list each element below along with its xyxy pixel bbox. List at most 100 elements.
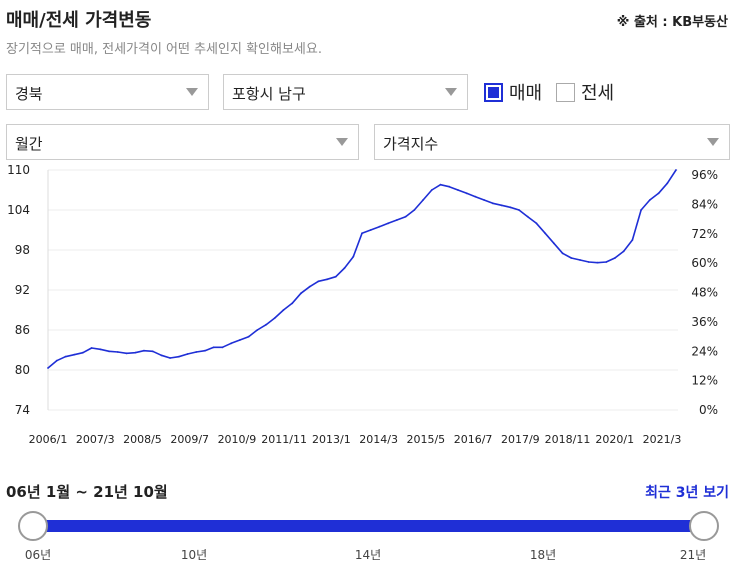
data-point xyxy=(544,232,547,235)
data-point xyxy=(413,209,416,211)
checkbox-box[interactable] xyxy=(484,82,503,102)
data-point xyxy=(256,329,259,331)
x-tick-label: 2011/11 xyxy=(261,433,307,446)
x-tick-label: 2013/1 xyxy=(312,433,351,446)
y-tick-label: 104 xyxy=(7,203,30,217)
data-point xyxy=(64,355,67,358)
jeonse-checkbox-label: 전세 xyxy=(581,83,615,104)
checkbox-box[interactable] xyxy=(556,82,575,102)
data-point xyxy=(552,242,555,245)
region-select[interactable]: 경북 xyxy=(6,74,209,110)
recent-3-years-link[interactable]: 최근 3년 보기 xyxy=(645,485,729,501)
chevron-down-icon xyxy=(707,138,719,146)
sale-checkbox-label: 매매 xyxy=(509,83,543,104)
x-tick-label: 2015/5 xyxy=(406,433,445,446)
data-point xyxy=(422,199,424,201)
data-point xyxy=(273,317,276,319)
data-point xyxy=(518,209,520,211)
x-tick-label: 2016/7 xyxy=(454,433,493,446)
data-point xyxy=(491,202,494,205)
data-point xyxy=(177,355,180,358)
source-note: ※ 출처 : KB부동산 xyxy=(616,15,728,30)
slider-tick-label: 14년 xyxy=(354,548,382,562)
data-point xyxy=(116,351,119,353)
y2-tick-label: 0% xyxy=(699,403,718,417)
x-tick-label: 2009/7 xyxy=(170,433,209,446)
data-point xyxy=(160,354,163,357)
y-tick-label: 74 xyxy=(15,403,30,417)
y2-tick-label: 72% xyxy=(691,227,718,241)
data-point xyxy=(334,275,337,278)
x-tick-label: 2010/9 xyxy=(218,433,257,446)
data-point xyxy=(169,357,172,359)
data-point xyxy=(317,280,320,283)
data-point xyxy=(675,169,677,171)
data-point xyxy=(526,215,529,218)
data-point xyxy=(81,351,84,354)
data-point xyxy=(326,278,329,281)
data-point xyxy=(73,353,76,356)
data-point xyxy=(99,348,102,351)
data-point xyxy=(308,285,311,288)
range-slider-end-handle[interactable] xyxy=(689,511,719,541)
y2-tick-label: 24% xyxy=(691,344,718,358)
x-tick-label: 2006/1 xyxy=(29,433,68,446)
data-point xyxy=(204,349,206,352)
data-point xyxy=(47,367,49,369)
data-point xyxy=(387,222,390,225)
data-point xyxy=(134,351,137,354)
data-point xyxy=(125,352,128,355)
data-point xyxy=(596,261,599,264)
x-tick-label: 2014/3 xyxy=(359,433,398,446)
data-point xyxy=(509,206,512,209)
y-tick-label: 86 xyxy=(15,323,30,337)
data-point xyxy=(439,183,442,186)
region-select-value: 경북 xyxy=(15,85,43,103)
chevron-down-icon xyxy=(186,88,198,96)
jeonse-checkbox[interactable]: 전세 xyxy=(556,81,615,104)
slider-tick-label: 18년 xyxy=(529,548,557,562)
data-point xyxy=(648,199,651,201)
data-point xyxy=(282,309,285,311)
data-point xyxy=(500,204,503,207)
data-point xyxy=(265,323,267,326)
x-tick-label: 2018/11 xyxy=(545,433,591,446)
data-point xyxy=(151,350,154,353)
data-point xyxy=(361,232,363,235)
x-tick-label: 2017/9 xyxy=(501,433,540,446)
y2-tick-label: 96% xyxy=(691,168,718,182)
data-point xyxy=(247,335,250,338)
sale-checkbox[interactable]: 매매 xyxy=(484,81,543,104)
data-point xyxy=(448,185,451,188)
data-point xyxy=(570,257,573,259)
data-point xyxy=(90,347,93,349)
chevron-down-icon xyxy=(445,88,457,96)
x-tick-label: 2007/3 xyxy=(76,433,115,446)
slider-tick-label: 21년 xyxy=(679,548,707,562)
data-point xyxy=(579,259,581,261)
slider-tick-label: 10년 xyxy=(180,548,208,562)
x-tick-label: 2020/1 xyxy=(595,433,634,446)
y2-tick-label: 48% xyxy=(691,286,718,300)
y-tick-label: 110 xyxy=(7,163,30,177)
chevron-down-icon xyxy=(336,138,348,146)
data-point xyxy=(352,255,355,258)
period-select[interactable]: 월간 xyxy=(6,124,359,160)
city-select[interactable]: 포항시 남구 xyxy=(223,74,468,110)
price-index-chart: 74 80 86 92 98 104 110 0% 12% 24% 36% 48% 60% 72% 84% 9… xyxy=(7,163,718,446)
y2-tick-label: 12% xyxy=(691,374,718,388)
range-label: 06년 1월 ~ 21년 10월 xyxy=(6,483,168,501)
y-tick-label: 92 xyxy=(15,283,30,297)
data-point xyxy=(404,215,407,218)
range-slider-start-handle[interactable] xyxy=(18,511,48,541)
range-slider-track[interactable] xyxy=(33,520,705,532)
y2-tick-label: 36% xyxy=(691,315,718,329)
index-type-select[interactable]: 가격지수 xyxy=(374,124,730,160)
data-point xyxy=(343,267,346,269)
data-point xyxy=(55,359,58,362)
data-point xyxy=(465,192,468,195)
data-point xyxy=(614,257,616,259)
data-point xyxy=(238,339,241,341)
data-point xyxy=(640,209,643,211)
data-point xyxy=(195,351,198,353)
